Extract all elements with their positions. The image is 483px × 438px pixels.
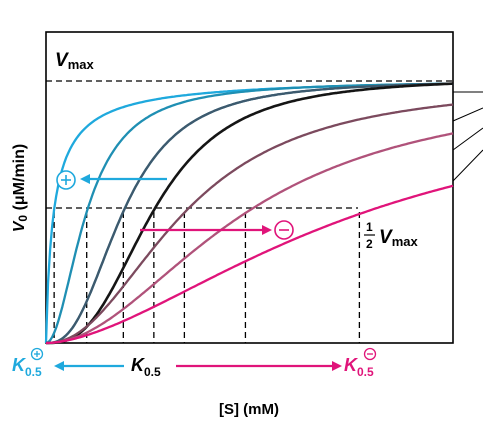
k05-activated-sup bbox=[30, 347, 44, 361]
half-vmax-drops bbox=[53, 212, 361, 343]
curve-series-6 bbox=[46, 132, 454, 345]
k05-inhibited-sup bbox=[363, 347, 377, 361]
curve-series-1 bbox=[45, 82, 453, 345]
curve-series-7 bbox=[46, 184, 454, 345]
k05-inhibitor-arrow bbox=[176, 361, 342, 371]
activator-symbol bbox=[56, 170, 76, 190]
vmax-subscript: max bbox=[68, 57, 95, 72]
curve-series-3 bbox=[46, 82, 454, 345]
k05-label: K0.5 bbox=[131, 355, 161, 379]
half-vmax-label: 1 2 Vmax bbox=[364, 220, 418, 251]
curve-series-2 bbox=[46, 82, 454, 345]
k05-activated-label: K0.5 bbox=[12, 355, 42, 379]
k05-inhibited-label: K0.5 bbox=[344, 355, 374, 379]
k05-activator-arrow bbox=[54, 361, 124, 371]
svg-text:Vmax: Vmax bbox=[379, 227, 418, 249]
plot-frame bbox=[45, 31, 454, 344]
curve-series-0 bbox=[44, 82, 454, 344]
half-fraction-num: 1 bbox=[366, 220, 373, 234]
legend-pointer-lines bbox=[452, 91, 483, 182]
half-fraction-den: 2 bbox=[366, 237, 373, 251]
x-axis-label: [S] (mM) bbox=[219, 401, 279, 418]
curve-series-4 bbox=[46, 82, 454, 345]
vmax-label: Vmax bbox=[55, 50, 94, 72]
curve-series bbox=[44, 82, 454, 345]
inhibitor-symbol bbox=[274, 220, 294, 240]
activator-shift-arrow bbox=[80, 174, 167, 184]
curve-series-5 bbox=[46, 103, 454, 345]
inhibitor-shift-arrow bbox=[140, 225, 272, 235]
y-axis-label: V0 (μM/min) bbox=[11, 144, 30, 232]
